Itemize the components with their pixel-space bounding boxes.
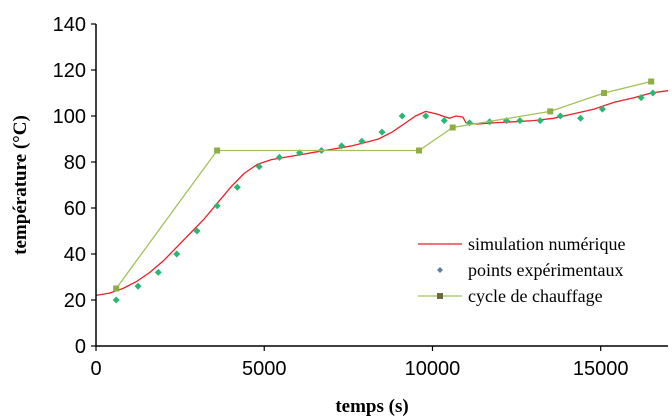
- legend-label-simulation: simulation numérique: [468, 234, 625, 254]
- experimental-point: [422, 112, 430, 120]
- y-tick-label: 120: [53, 60, 86, 82]
- y-tick-label: 0: [75, 336, 86, 358]
- experimental-point: [556, 112, 564, 120]
- y-tick-label: 100: [53, 106, 86, 128]
- experimental-point: [213, 202, 221, 210]
- experimental-point: [338, 142, 346, 150]
- experimental-point: [649, 89, 657, 97]
- y-tick-label: 40: [64, 244, 86, 266]
- experimental-point: [598, 105, 606, 113]
- experimental-point: [193, 227, 201, 235]
- legend-label-cycle: cycle de chauffage: [468, 286, 603, 306]
- experimental-point: [536, 117, 544, 125]
- experimental-point: [173, 250, 181, 258]
- legend-swatch-experimental: [437, 267, 443, 273]
- experimental-point: [516, 117, 524, 125]
- cycle-point: [416, 147, 423, 154]
- experimental-point: [134, 282, 142, 290]
- cycle-point: [648, 78, 655, 85]
- x-tick-label: 5000: [242, 358, 287, 380]
- experimental-point: [255, 163, 263, 171]
- x-axis-title: temps (s): [335, 396, 408, 417]
- x-tick-label: 10000: [405, 358, 461, 380]
- experimental-point: [233, 183, 241, 191]
- series-line-0: [95, 90, 669, 297]
- cycle-point: [547, 108, 554, 115]
- y-tick-label: 140: [53, 14, 86, 36]
- cycle-point: [214, 147, 221, 154]
- legend-swatch-cycle-marker: [437, 293, 443, 299]
- experimental-point: [440, 117, 448, 125]
- ticks: 0 20 40 60 80 100 120 140 0 5000 10000 15000: [53, 14, 629, 380]
- experimental-point: [358, 137, 366, 145]
- cycle-point: [449, 124, 456, 131]
- experimental-point: [398, 112, 406, 120]
- y-tick-label: 20: [64, 290, 86, 312]
- experimental-point: [637, 94, 645, 102]
- experimental-point: [577, 114, 585, 122]
- y-axis-title: température (°C): [10, 115, 31, 255]
- experimental-point: [112, 296, 120, 304]
- x-tick-label: 0: [90, 358, 101, 380]
- cycle-point: [601, 90, 608, 96]
- experimental-point: [154, 268, 162, 276]
- series-line-2: [115, 80, 652, 289]
- legend-label-experimental: points expérimentaux: [468, 260, 623, 280]
- axes: [95, 24, 668, 347]
- experimental-point: [378, 128, 386, 136]
- series-layer: [95, 78, 669, 304]
- experimental-point: [275, 153, 283, 161]
- cycle-point: [113, 285, 120, 292]
- legend: simulation numérique points expérimentau…: [418, 234, 625, 306]
- y-tick-label: 80: [64, 152, 86, 174]
- x-tick-label: 15000: [573, 358, 629, 380]
- y-tick-label: 60: [64, 198, 86, 220]
